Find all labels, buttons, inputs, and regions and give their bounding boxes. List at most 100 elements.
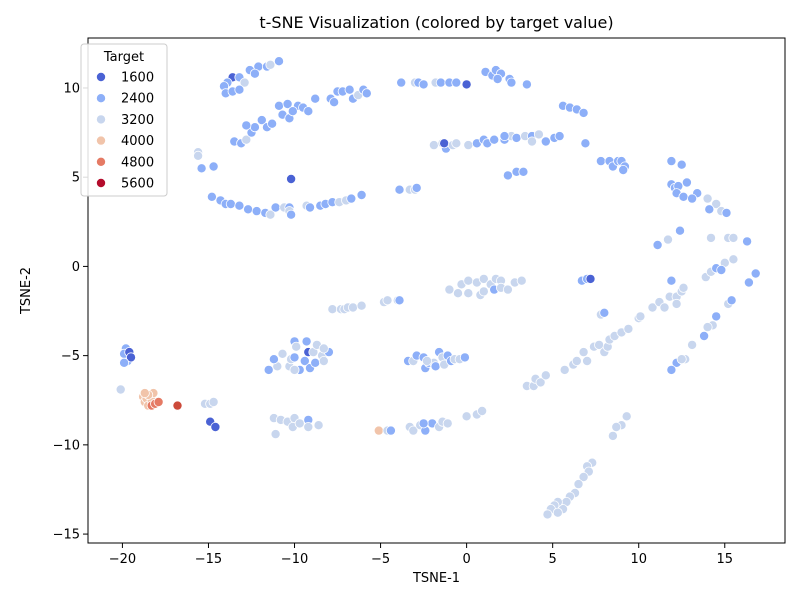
data-point (206, 191, 217, 202)
x-tick-label: 5 (549, 552, 557, 567)
data-point (478, 286, 489, 297)
data-point (582, 355, 593, 366)
data-point (578, 471, 589, 482)
data-point (210, 421, 221, 432)
data-point (750, 268, 761, 279)
data-point (623, 323, 634, 334)
data-point (382, 295, 393, 306)
data-point (533, 129, 544, 140)
data-point (267, 118, 278, 129)
data-point (299, 355, 310, 366)
data-point (303, 106, 314, 117)
x-tick-label: −5 (371, 552, 390, 567)
y-tick-label: 0 (72, 260, 80, 275)
data-point (172, 400, 183, 411)
data-point (270, 202, 281, 213)
data-point (542, 509, 553, 520)
data-point (621, 411, 632, 422)
data-point (421, 355, 432, 366)
data-point (304, 202, 315, 213)
x-tick-label: 0 (462, 552, 470, 567)
legend-marker (96, 93, 107, 104)
data-point (687, 193, 698, 204)
data-point (225, 198, 236, 209)
data-point (439, 138, 450, 149)
data-point (273, 56, 284, 67)
data-point (676, 159, 687, 170)
data-point (607, 430, 618, 441)
legend-label: 2400 (121, 92, 154, 107)
data-point (728, 254, 739, 265)
legend-label: 4800 (121, 155, 154, 170)
data-point (461, 411, 472, 422)
data-point (678, 191, 689, 202)
data-point (699, 330, 710, 341)
data-point (286, 209, 297, 220)
data-point (540, 370, 551, 381)
data-point (463, 140, 474, 151)
data-point (652, 239, 663, 250)
data-point (294, 418, 305, 429)
data-point (442, 418, 453, 429)
plot-area (87, 37, 786, 544)
data-point (329, 97, 340, 108)
data-point (711, 198, 722, 209)
data-point (726, 295, 737, 306)
data-point (477, 405, 488, 416)
data-point (492, 74, 503, 85)
data-point (599, 307, 610, 318)
data-point (459, 352, 470, 363)
y-tick-label: −5 (61, 349, 80, 364)
y-axis: −15 −10 −5 0 5 10 (53, 81, 88, 543)
data-point (461, 79, 472, 90)
data-point (728, 232, 739, 243)
data-point (418, 79, 429, 90)
data-point (265, 209, 276, 220)
data-point (273, 100, 284, 111)
data-point (394, 295, 405, 306)
data-point (666, 156, 677, 167)
data-point (430, 361, 441, 372)
x-tick-label: 15 (716, 552, 733, 567)
data-point (702, 322, 713, 333)
data-point (119, 357, 130, 368)
data-point (318, 343, 329, 354)
legend-label: 5600 (121, 177, 154, 192)
data-point (196, 163, 207, 174)
data-point (681, 177, 692, 188)
data-point (463, 275, 474, 286)
data-point (585, 273, 596, 284)
data-point (452, 288, 463, 299)
data-point (444, 284, 455, 295)
data-point (239, 77, 250, 88)
data-point (663, 234, 674, 245)
y-tick-label: −10 (53, 438, 80, 453)
data-point (578, 347, 589, 358)
x-axis: −20 −15 −10 −5 0 5 10 15 (109, 543, 733, 567)
data-point (241, 134, 252, 145)
data-point (303, 421, 314, 432)
data-point (289, 352, 300, 363)
data-point (742, 236, 753, 247)
x-axis-label: TSNE-1 (412, 571, 460, 586)
data-point (327, 304, 338, 315)
data-point (268, 354, 279, 365)
legend-marker (96, 72, 107, 83)
legend-marker (96, 156, 107, 167)
data-point (489, 134, 500, 145)
data-point (647, 302, 658, 313)
data-point (282, 99, 293, 110)
chart-title: t-SNE Visualization (colored by target v… (259, 13, 613, 32)
data-point (571, 355, 582, 366)
data-point (743, 277, 754, 288)
data-point (249, 122, 260, 133)
y-tick-label: 10 (63, 81, 80, 96)
data-point (411, 182, 422, 193)
data-point (518, 166, 529, 177)
data-point (666, 364, 677, 375)
data-point (611, 421, 622, 432)
data-point (502, 170, 513, 181)
data-point (451, 77, 462, 88)
points-layer (115, 56, 761, 520)
